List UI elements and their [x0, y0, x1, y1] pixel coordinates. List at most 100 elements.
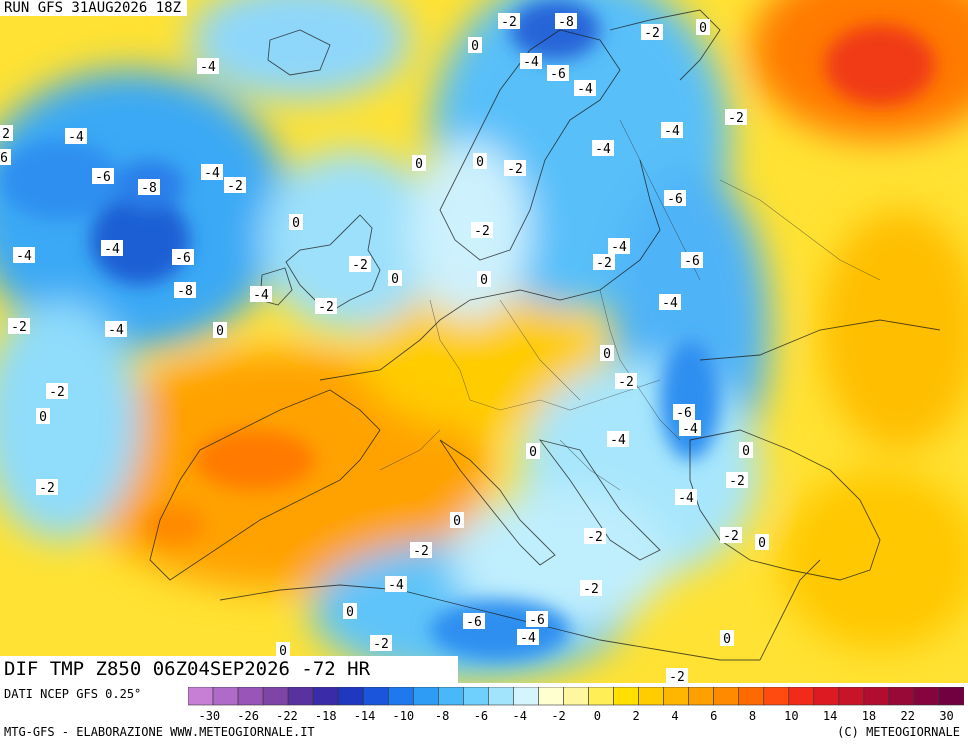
isotherm-label-box	[615, 373, 637, 389]
isotherm-label: -2	[580, 580, 602, 597]
isotherm-label-box	[138, 179, 160, 195]
isotherm-label-text: 6	[0, 151, 8, 166]
isotherm-label-box	[517, 629, 539, 645]
isotherm-label: -2	[36, 479, 58, 496]
isotherm-label-text: -4	[664, 124, 680, 139]
isotherm-label-text: -2	[227, 179, 243, 194]
isotherm-label: -4	[13, 247, 35, 264]
isotherm-label: -4	[607, 431, 629, 448]
isotherm-label-text: -4	[577, 82, 593, 97]
isotherm-label-text: -6	[550, 67, 566, 82]
isotherm-label: -4	[197, 58, 219, 75]
isotherm-label: -4	[101, 240, 123, 257]
isotherm-label-text: 0	[471, 39, 479, 54]
isotherm-label-box	[174, 282, 196, 298]
scale-tick-label: 0	[594, 709, 601, 723]
isotherm-label-text: -2	[583, 582, 599, 597]
scale-swatch	[738, 687, 765, 706]
isotherm-label-text: -2	[723, 529, 739, 544]
credit-text: MTG-GFS - ELABORAZIONE WWW.METEOGIORNALE…	[4, 725, 315, 739]
data-source: DATI NCEP GFS 0.25°	[4, 687, 142, 701]
isotherm-label-box	[526, 443, 540, 459]
isotherm-label-box	[410, 542, 432, 558]
isotherm-label-box	[477, 271, 491, 287]
borders	[379, 119, 881, 491]
isotherm-label-box	[276, 642, 290, 658]
isotherm-label: -6	[463, 613, 485, 630]
isotherm-label: -2	[726, 472, 748, 489]
isotherm-label: 0	[696, 19, 710, 36]
isotherm-label-box	[641, 24, 663, 40]
anomaly-field	[0, 0, 968, 683]
isotherm-label-text: -4	[253, 288, 269, 303]
isotherm-label-text: 0	[216, 324, 224, 339]
isotherm-label-box	[608, 238, 630, 254]
isotherm-label-text: -4	[104, 242, 120, 257]
isotherm-label: 0	[477, 271, 491, 288]
isotherm-label-text: -2	[618, 375, 634, 390]
temperature-anomaly-map: -4-4-6-8-4-20-4-6-8-4-2 -4 0-4-2-20-20-20-…	[0, 0, 968, 683]
isotherm-label-box	[673, 404, 695, 420]
isotherm-label-box	[0, 125, 13, 141]
isotherm-label: -2	[315, 298, 337, 315]
isotherm-label: -6	[673, 404, 695, 421]
isotherm-label-text: -6	[466, 615, 482, 630]
isotherm-label-box	[13, 247, 35, 263]
isotherm-label-box	[679, 420, 701, 436]
isotherm-label-text: 0	[603, 347, 611, 362]
isotherm-label: -2	[471, 222, 493, 239]
isotherm-label-box	[526, 611, 548, 627]
isotherm-label: -2	[720, 527, 742, 544]
isotherm-label-box	[8, 318, 30, 334]
isotherm-label-text: -4	[678, 491, 694, 506]
isotherm-label-text: -4	[611, 240, 627, 255]
isotherm-label-box	[468, 37, 482, 53]
scale-tick-label: -14	[354, 709, 376, 723]
isotherm-label-box	[498, 13, 520, 29]
scale-swatch	[813, 687, 840, 706]
color-scale-legend: -30 -26 -22 -18 -14 -10 -8 -6 -4 -2 0 2 4 6 8 10 14 18 22 3…	[188, 687, 964, 723]
isotherm-label-box	[201, 164, 223, 180]
isotherm-label-text: -2	[728, 111, 744, 126]
isotherm-label-box	[36, 479, 58, 495]
isotherm-label-box	[46, 383, 68, 399]
run-label: RUN GFS 31AUG2026 18Z	[0, 0, 188, 16]
isotherm-labels: -4-4-6-8-4-20-4-6-8-4-2 -4 0-4-2-20-20-20-…	[0, 13, 769, 683]
isotherm-label-box	[726, 472, 748, 488]
isotherm-label-box	[574, 80, 596, 96]
scale-tick-label: -10	[392, 709, 414, 723]
isotherm-label-text: -2	[318, 300, 334, 315]
isotherm-label-box	[666, 668, 688, 683]
isotherm-label: -4	[520, 53, 542, 70]
isotherm-label-box	[664, 190, 686, 206]
isotherm-label-text: -4	[610, 433, 626, 448]
isotherm-label-box	[450, 512, 464, 528]
scale-swatch	[362, 687, 389, 706]
isotherm-label-text: -2	[644, 26, 660, 41]
isotherm-label: -2	[224, 177, 246, 194]
isotherm-label-text: 0	[39, 410, 47, 425]
isotherm-label-text: -2	[352, 258, 368, 273]
isotherm-label-box	[172, 249, 194, 265]
isotherm-label: 0	[526, 443, 540, 460]
isotherm-label-box	[607, 431, 629, 447]
isotherm-label: 0	[720, 630, 734, 647]
isotherm-label: 0	[213, 322, 227, 339]
isotherm-label-text: -2	[39, 481, 55, 496]
scale-tick-label: 2	[633, 709, 640, 723]
isotherm-label: -2	[370, 635, 392, 652]
isotherm-label: -4	[679, 420, 701, 437]
isotherm-label-text: -4	[16, 249, 32, 264]
isotherm-label-text: -4	[682, 422, 698, 437]
isotherm-label: 0	[450, 512, 464, 529]
isotherm-label: 0	[412, 155, 426, 172]
isotherm-label: 0	[739, 442, 753, 459]
scale-tick-label: -30	[198, 709, 220, 723]
isotherm-label-box	[580, 580, 602, 596]
isotherm-label-text: 0	[758, 536, 766, 551]
isotherm-label: -2	[504, 160, 526, 177]
isotherm-label-box	[412, 155, 426, 171]
scale-swatch	[287, 687, 314, 706]
scale-swatch	[237, 687, 264, 706]
scale-swatch	[337, 687, 364, 706]
